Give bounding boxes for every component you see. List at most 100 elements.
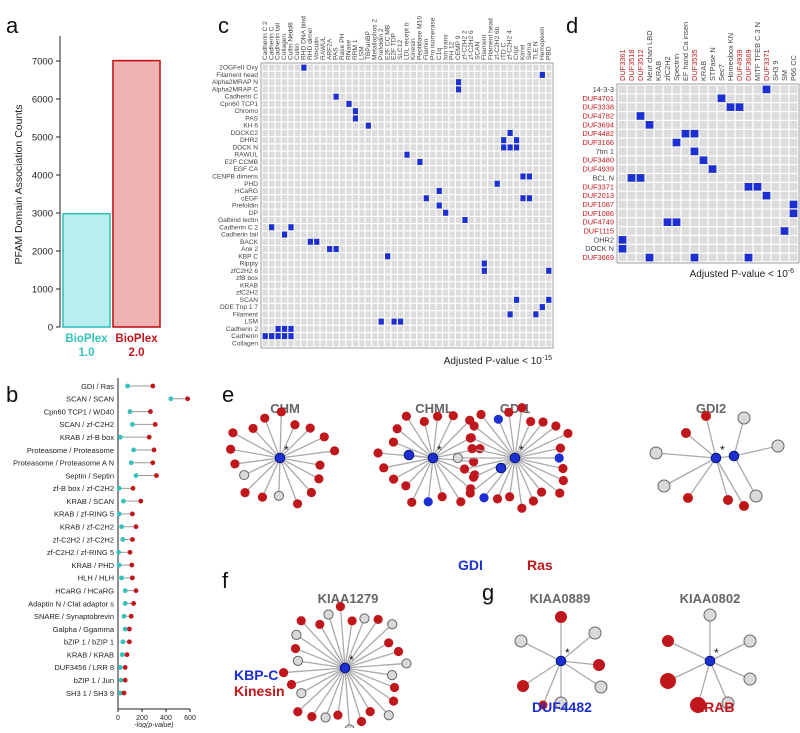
cell (288, 195, 294, 202)
cell (501, 166, 507, 173)
cell (501, 158, 507, 165)
cell (645, 200, 654, 209)
cell (359, 180, 365, 187)
cell (320, 289, 326, 296)
column-label: RRM 1 (352, 39, 359, 60)
cell (513, 209, 520, 216)
cell (462, 71, 468, 78)
cell (365, 253, 371, 260)
cell (397, 267, 404, 274)
cell (618, 165, 627, 173)
edge (715, 457, 729, 501)
edge (283, 667, 346, 674)
cell (410, 93, 417, 100)
cell (430, 253, 436, 260)
cell (468, 187, 475, 195)
cell (501, 246, 507, 253)
cell (735, 209, 744, 218)
cell (430, 64, 436, 71)
cell (288, 238, 294, 245)
cell (307, 289, 313, 296)
cell (762, 147, 771, 156)
cell (494, 267, 500, 274)
cell (404, 71, 410, 78)
cell (410, 158, 417, 165)
cell (645, 174, 654, 182)
edge (733, 417, 745, 457)
cell (539, 180, 545, 187)
cell (417, 216, 423, 224)
cell (717, 165, 726, 173)
row-label: 14-3-3 (593, 85, 614, 94)
cell (526, 108, 533, 115)
node-other (771, 439, 785, 453)
cell (269, 246, 275, 253)
cell (513, 158, 520, 165)
cell (455, 260, 462, 267)
node-other (359, 613, 370, 624)
cell (320, 318, 326, 325)
node-ras (456, 497, 466, 507)
cell (501, 267, 507, 274)
hub-node (509, 452, 521, 464)
cell (391, 180, 397, 187)
cell (281, 340, 288, 347)
cell (533, 289, 539, 296)
cell (281, 202, 288, 209)
edge (471, 448, 516, 459)
dot-bioplex2 (150, 460, 156, 466)
cell (365, 267, 371, 274)
cell (314, 108, 320, 115)
cell (708, 156, 717, 165)
cell (636, 138, 645, 147)
cell (501, 224, 507, 231)
edge (319, 624, 346, 669)
cell (494, 238, 500, 245)
cell (410, 282, 417, 289)
cell (771, 253, 780, 262)
cell (663, 147, 672, 156)
cell (539, 275, 545, 282)
cell (481, 144, 487, 151)
dot-bioplex2 (126, 639, 132, 645)
cell (533, 180, 539, 187)
cell (436, 282, 442, 289)
cell (262, 115, 268, 122)
cell (320, 79, 326, 86)
node-ras (393, 646, 404, 657)
cell (307, 224, 313, 231)
edge (685, 432, 717, 459)
cell (468, 108, 475, 115)
cell (301, 289, 307, 296)
dot-bioplex2 (122, 677, 128, 683)
cell (744, 227, 753, 235)
cell (391, 333, 397, 340)
edge (514, 425, 557, 459)
node-other (554, 696, 568, 710)
cell (346, 86, 352, 93)
cell (417, 333, 423, 340)
cell (533, 195, 539, 202)
cell (494, 275, 500, 282)
column-label: LSM (359, 46, 366, 60)
cell (645, 85, 654, 94)
edge (667, 640, 711, 662)
cell (481, 216, 487, 224)
cell (307, 340, 313, 347)
cell (546, 318, 552, 325)
cell (507, 195, 513, 202)
cell (307, 158, 313, 165)
cell (269, 64, 275, 71)
cell (423, 216, 429, 224)
cell (365, 151, 371, 158)
cell (533, 325, 539, 332)
cell (288, 296, 294, 303)
cell (410, 202, 417, 209)
cell (430, 216, 436, 224)
cell (636, 103, 645, 111)
cell (645, 147, 654, 156)
cell (481, 158, 487, 165)
dot-bioplex2 (130, 511, 135, 517)
cell (365, 86, 371, 93)
cell (699, 174, 708, 182)
